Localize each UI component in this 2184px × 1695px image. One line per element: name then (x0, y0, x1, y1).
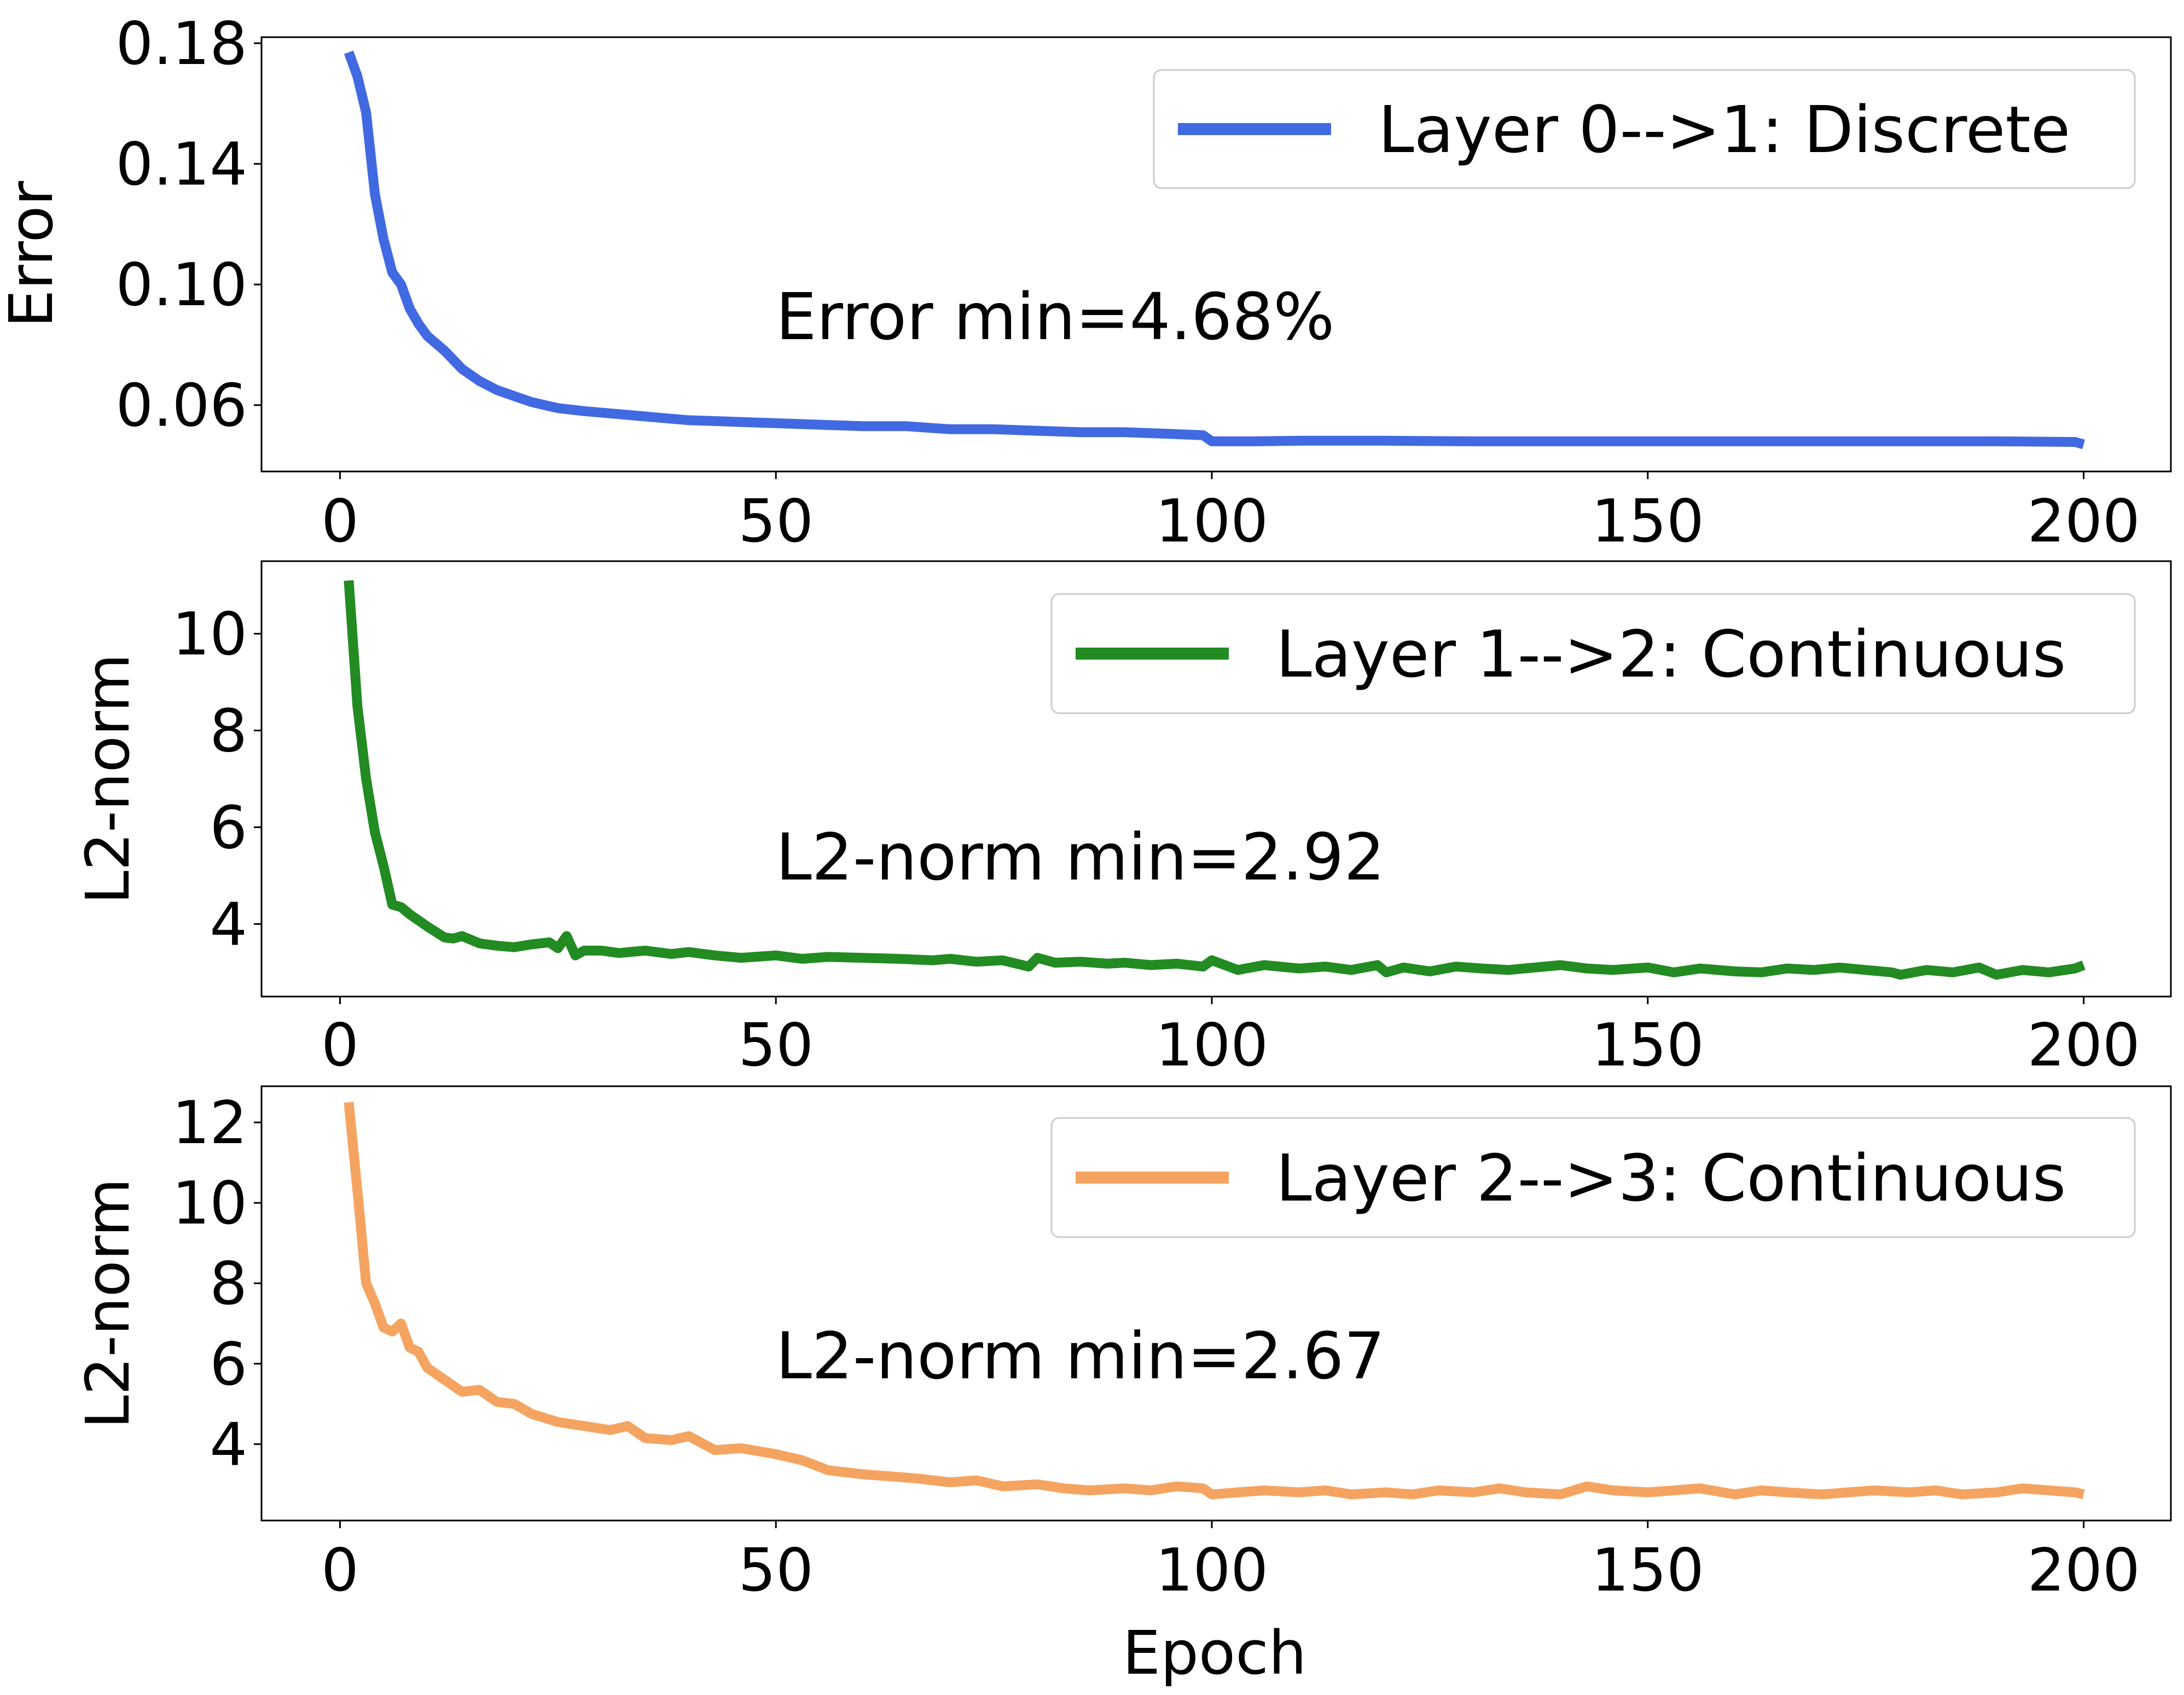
y-tick-label: 6 (210, 1330, 247, 1399)
legend: Layer 2-->3: Continuous (1050, 1117, 2136, 1238)
y-tick-label: 10 (172, 601, 247, 669)
y-tick-label: 0.06 (116, 372, 247, 440)
legend-label: Layer 0-->1: Discrete (1378, 92, 2070, 167)
x-tick-label: 150 (1591, 1536, 1704, 1605)
y-tick-label: 6 (210, 794, 247, 862)
subplot-2: 0 50 100 150 200 4 6 8 10 L2-norm L2-norm min=2.92… (73, 560, 2172, 1080)
x-tick-label: 50 (739, 487, 814, 556)
x-tick-label: 150 (1591, 1011, 1704, 1080)
axes-frame (260, 1085, 2172, 1522)
legend: Layer 1-->2: Continuous (1050, 593, 2136, 714)
y-tick-label: 10 (172, 1169, 247, 1238)
min-annotation: L2-norm min=2.67 (776, 1318, 1385, 1394)
x-tick-label: 50 (739, 1536, 814, 1605)
y-tick-label: 0.14 (116, 131, 247, 199)
y-axis-label: L2-norm (73, 1178, 143, 1429)
x-tick-label: 100 (1155, 1011, 1268, 1080)
y-tick-label: 4 (210, 890, 247, 959)
y-axis-label: L2-norm (73, 654, 143, 904)
y-tick-label: 8 (210, 1250, 247, 1318)
axes-frame (260, 560, 2172, 998)
series-line-1-1 (344, 50, 2086, 450)
legend-box (1153, 69, 2136, 189)
legend-label: Layer 1-->2: Continuous (1276, 616, 2066, 692)
x-tick-label: 150 (1591, 487, 1704, 556)
legend: Layer 0-->1: Discrete (1153, 69, 2136, 189)
x-tick-label: 200 (2028, 1536, 2140, 1605)
x-tick-label: 200 (2028, 487, 2140, 556)
x-tick-label: 200 (2028, 1011, 2140, 1080)
subplot-1: 0 50 100 150 200 0.06 0.10 0.14 0.18 Error Error m… (0, 10, 2172, 556)
x-tick-label: 0 (321, 1536, 359, 1605)
legend-label: Layer 2-->3: Continuous (1276, 1140, 2066, 1216)
legend-box (1050, 593, 2136, 714)
subplot-3: 0 50 100 150 200 4 6 8 10 12 L2-norm L2-norm min=2.… (73, 1085, 2172, 1605)
x-tick-label: 0 (321, 1011, 359, 1080)
y-tick-label: 0.10 (116, 251, 247, 319)
legend-box (1050, 1117, 2136, 1238)
y-tick-label: 12 (172, 1089, 247, 1157)
min-annotation: L2-norm min=2.92 (776, 819, 1385, 895)
series-line-2-1 (344, 580, 2086, 980)
x-tick-label: 100 (1155, 487, 1268, 556)
axes-frame (260, 36, 2172, 473)
x-axis-label: Epoch (1123, 1618, 1307, 1688)
y-tick-label: 8 (210, 697, 247, 766)
series-line-3-1 (344, 1102, 2085, 1500)
y-tick-label: 0.18 (116, 10, 247, 78)
y-axis-label: Error (0, 180, 66, 328)
x-tick-label: 0 (321, 487, 359, 556)
x-tick-label: 50 (739, 1011, 814, 1080)
x-tick-label: 100 (1155, 1536, 1268, 1605)
min-annotation: Error min=4.68% (776, 279, 1334, 354)
y-tick-label: 4 (210, 1411, 247, 1479)
